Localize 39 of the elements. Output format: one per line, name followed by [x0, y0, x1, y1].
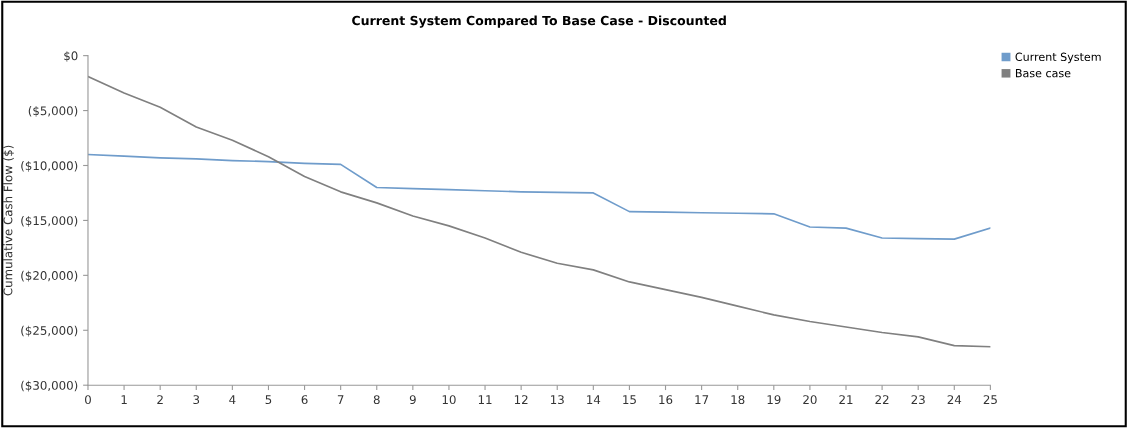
x-tick-label: 11: [478, 395, 492, 404]
x-tick-label: 4: [229, 395, 236, 404]
x-tick-label: 6: [301, 395, 308, 405]
x-tick-label: 19: [767, 395, 781, 405]
legend-label: Base case: [1015, 69, 1071, 78]
x-tick-label: 0: [85, 395, 91, 405]
line-series: [87, 153, 991, 240]
y-tick-label: $0: [64, 51, 78, 62]
y-tick-label: ($15,000): [21, 215, 78, 227]
x-tick-label: 16: [659, 395, 673, 405]
y-tick-label: ($10,000): [21, 161, 78, 172]
x-tick-label: 17: [695, 395, 709, 404]
legend-label: Current System: [1015, 52, 1101, 64]
x-tick-label: 5: [265, 395, 272, 405]
x-tick-label: 21: [839, 395, 853, 404]
chart-title: Current System Compared To Base Case - Discounted: [352, 15, 726, 28]
x-tick-label: 12: [514, 395, 528, 404]
x-tick-label: 1: [121, 395, 127, 404]
x-tick-label: 10: [442, 395, 456, 405]
line-series: [87, 75, 991, 348]
x-tick-label: 8: [373, 395, 380, 405]
x-tick-label: 14: [587, 395, 601, 404]
x-tick-label: 24: [947, 395, 962, 404]
y-tick-label: ($5,000): [28, 106, 78, 117]
x-tick-label: 18: [731, 395, 745, 405]
y-axis-title: Cumulative Cash Flow ($): [3, 145, 14, 296]
y-tick-label: ($20,000): [21, 270, 78, 282]
y-tick-label: ($25,000): [21, 325, 78, 337]
x-tick-label: 22: [875, 395, 889, 404]
x-tick-label: 3: [193, 395, 200, 405]
x-tick-label: 2: [157, 395, 163, 404]
x-tick-label: 7: [337, 395, 344, 404]
x-tick-label: 15: [623, 395, 636, 405]
x-tick-label: 25: [983, 395, 997, 405]
x-tick-label: 23: [911, 395, 925, 405]
x-tick-label: 13: [551, 395, 564, 405]
y-tick-label: ($30,000): [21, 380, 78, 392]
x-tick-label: 20: [803, 395, 817, 405]
x-tick-label: 9: [409, 395, 416, 405]
